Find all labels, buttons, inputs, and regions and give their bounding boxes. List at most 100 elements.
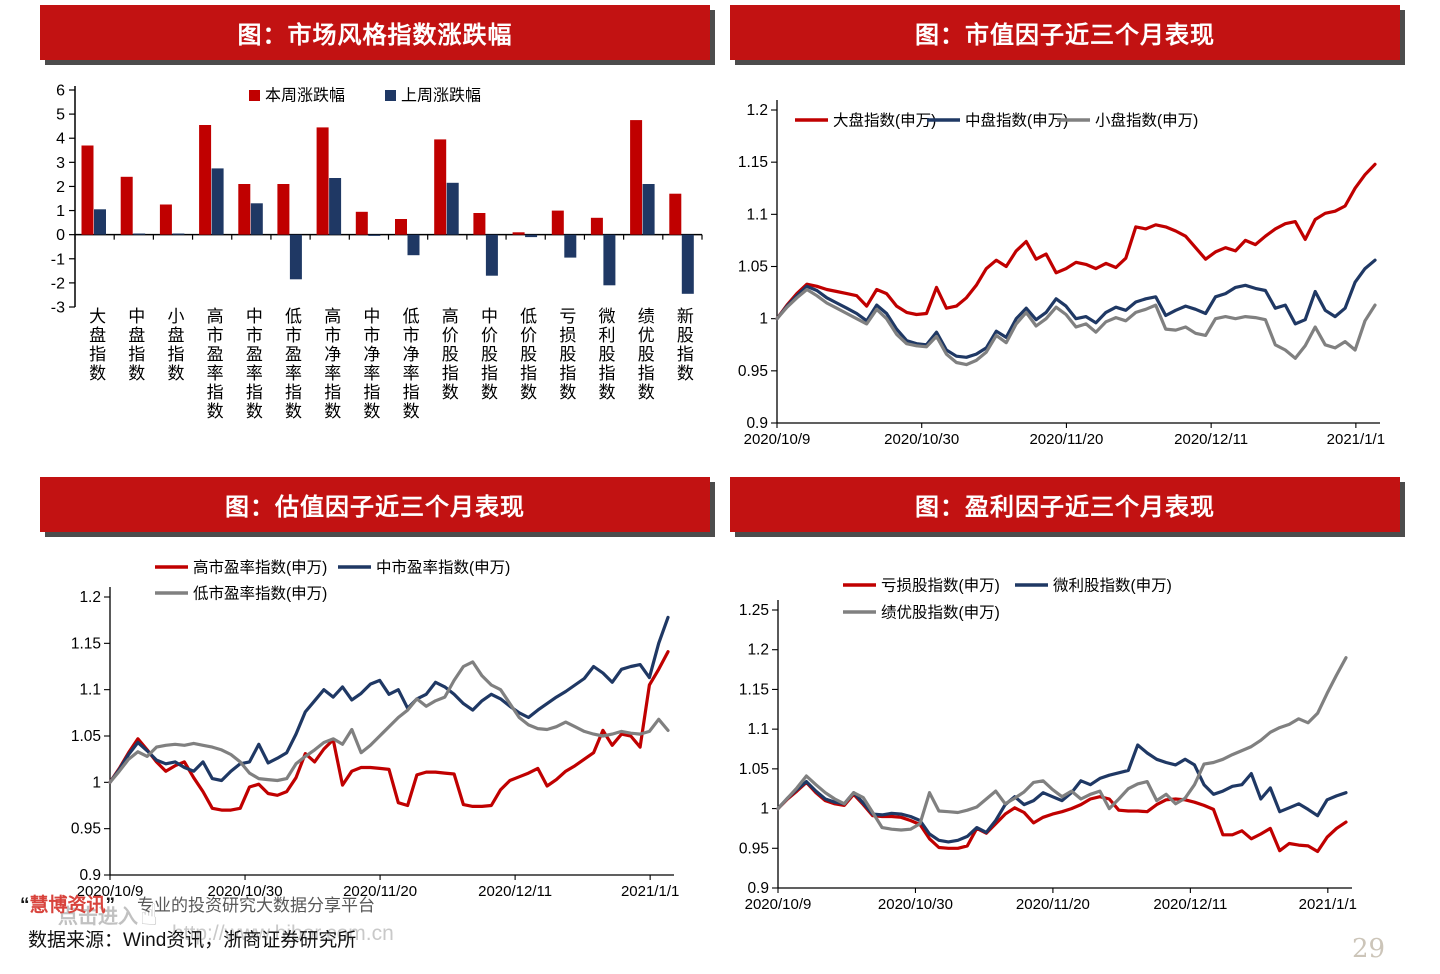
svg-text:本周涨跌幅: 本周涨跌幅 (265, 87, 345, 105)
x-axis-labels: 2020/10/9 2020/10/30 2020/11/20 2020/12/11 2… (77, 883, 680, 900)
svg-text:中价股指数: 中价股指数 (481, 307, 498, 402)
hibor-brand-logo: 慧博资讯 (29, 895, 106, 916)
bar (133, 233, 146, 235)
svg-text:1: 1 (760, 801, 769, 818)
svg-text:绩优股指数(申万): 绩优股指数(申万) (881, 604, 1000, 622)
svg-text:1.1: 1.1 (746, 206, 768, 223)
chart-title: 图：市值因子近三个月表现 (915, 22, 1215, 49)
svg-text:0.95: 0.95 (71, 821, 101, 838)
svg-text:大盘指数: 大盘指数 (89, 307, 106, 383)
svg-text:亏损股指数: 亏损股指数 (559, 307, 576, 402)
bar (434, 139, 447, 235)
svg-text:低价股指数: 低价股指数 (520, 307, 537, 402)
chart-card-valuation-factor: 图：估值因子近三个月表现 1.2 1.15 1.1 1.05 1 0.95 0.9 2020/… (40, 477, 710, 917)
x-axis-labels: 2020/10/9 2020/10/30 2020/11/20 2020/12/11 2… (745, 896, 1357, 913)
chart-plot-area: 1.25 1.2 1.15 1.1 1.05 1 0.95 0.9 2020/10/9 2020/… (730, 532, 1400, 927)
chart-title: 图：盈利因子近三个月表现 (915, 494, 1215, 521)
svg-text:3: 3 (56, 155, 65, 172)
svg-text:-3: -3 (51, 300, 65, 317)
bar (329, 178, 342, 235)
bar (473, 213, 486, 235)
hibor-watermark: 点击进入 (58, 900, 138, 929)
bar (525, 234, 538, 238)
svg-text:2020/10/30: 2020/10/30 (884, 431, 959, 448)
svg-text:中盘指数: 中盘指数 (128, 307, 145, 383)
svg-text:2020/11/20: 2020/11/20 (1016, 896, 1090, 913)
bar (407, 234, 420, 256)
bar (94, 209, 106, 235)
series-line-大盘指数(申万) (775, 162, 1377, 321)
legend: 亏损股指数(申万) 微利股指数(申万) 绩优股指数(申万) (843, 577, 1172, 622)
bar (199, 125, 212, 235)
chart-plot-area: 1.2 1.15 1.1 1.05 1 0.95 0.9 2020/10/9 2020/10/3… (40, 532, 710, 917)
svg-text:2020/11/20: 2020/11/20 (1029, 431, 1103, 448)
hand-cursor-watermark-icon: ☝ (140, 899, 159, 932)
bar (681, 234, 694, 294)
bar (277, 184, 290, 235)
bar (316, 127, 329, 235)
hibor-url-watermark: http://www.hibor.com.cn (172, 922, 394, 946)
watermark-url-text: http://www.hibor.com.cn (172, 922, 394, 945)
series-line-绩优股指数(申万) (776, 656, 1348, 832)
watermark-click-text: 点击进入 (58, 906, 138, 928)
svg-text:上周涨跌幅: 上周涨跌幅 (401, 87, 481, 105)
legend: 本周涨跌幅 上周涨跌幅 (249, 87, 481, 105)
svg-text:1.2: 1.2 (747, 642, 769, 659)
bar (355, 211, 368, 235)
chart-plot-area: 1.2 1.15 1.1 1.05 1 0.95 0.9 2020/10/9 2020/10/3… (730, 60, 1400, 462)
svg-text:中市净率指数: 中市净率指数 (363, 307, 380, 421)
bar-series-上周涨跌幅 (94, 168, 694, 294)
svg-text:1.15: 1.15 (739, 681, 769, 698)
svg-text:微利股指数(申万): 微利股指数(申万) (1053, 577, 1172, 595)
series-line-亏损股指数(申万) (776, 780, 1348, 854)
svg-text:2020/10/9: 2020/10/9 (744, 431, 811, 448)
svg-text:0.95: 0.95 (738, 363, 768, 380)
svg-text:1.2: 1.2 (746, 102, 768, 119)
svg-text:2021/1/1: 2021/1/1 (1327, 431, 1385, 448)
svg-text:1.05: 1.05 (71, 728, 101, 745)
y-axis-labels: 6 5 4 3 2 1 0 -1 -2 -3 (51, 83, 65, 317)
legend-swatch (249, 90, 260, 101)
chart-title: 图：市场风格指数涨跌幅 (237, 22, 513, 49)
series-line-高市盈率指数(申万) (108, 650, 670, 812)
bar (590, 217, 603, 235)
svg-text:低市盈率指数: 低市盈率指数 (285, 307, 302, 421)
svg-text:1: 1 (759, 311, 768, 328)
style-index-bar-chart: 6 5 4 3 2 1 0 -1 -2 -3 大盘指数 中盘指数 小盘指数 高市盈率指数 中市盈率指数 低市盈… (51, 83, 703, 421)
bar (446, 182, 459, 235)
bar (172, 233, 185, 235)
series-line-中市盈率指数(申万) (108, 615, 670, 784)
chart-card-style-index-change: 图：市场风格指数涨跌幅 6 5 4 3 2 1 0 -1 -2 -3 大盘指数 中盘指数 小盘指数 高市盈… (40, 5, 710, 462)
bar (289, 234, 302, 280)
svg-text:1.2: 1.2 (79, 589, 101, 606)
legend-swatch (385, 90, 396, 101)
legend: 大盘指数(申万) 中盘指数(申万) 小盘指数(申万) (795, 111, 1198, 130)
svg-text:2020/12/11: 2020/12/11 (478, 883, 552, 900)
svg-text:大盘指数(申万): 大盘指数(申万) (833, 111, 936, 130)
svg-text:6: 6 (56, 83, 65, 100)
series-line-小盘指数(申万) (775, 287, 1377, 367)
bar (211, 168, 224, 235)
bar (603, 234, 616, 286)
y-axis-labels: 1.2 1.15 1.1 1.05 1 0.95 0.9 (738, 102, 768, 432)
svg-text:1.15: 1.15 (71, 635, 101, 652)
brand-quote-close: ” (105, 895, 116, 916)
svg-text:0.9: 0.9 (79, 867, 101, 884)
svg-text:新股指数: 新股指数 (677, 307, 694, 383)
svg-text:1.05: 1.05 (738, 259, 768, 276)
svg-text:中市盈率指数(申万): 中市盈率指数(申万) (376, 559, 510, 577)
svg-text:小盘指数: 小盘指数 (167, 307, 184, 383)
bar (368, 234, 381, 236)
chart-title-bar: 图：市值因子近三个月表现 (730, 5, 1400, 60)
chart-title-bar: 图：市场风格指数涨跌幅 (40, 5, 710, 60)
bar (512, 232, 525, 235)
svg-text:中盘指数(申万): 中盘指数(申万) (965, 111, 1068, 130)
svg-text:亏损股指数(申万): 亏损股指数(申万) (881, 577, 1000, 595)
chart-card-marketcap-factor: 图：市值因子近三个月表现 1.2 1.15 1.1 1.05 1 0.95 0.9 2020/… (730, 5, 1400, 462)
svg-text:2020/12/11: 2020/12/11 (1174, 431, 1248, 448)
svg-text:2020/10/9: 2020/10/9 (77, 883, 144, 900)
